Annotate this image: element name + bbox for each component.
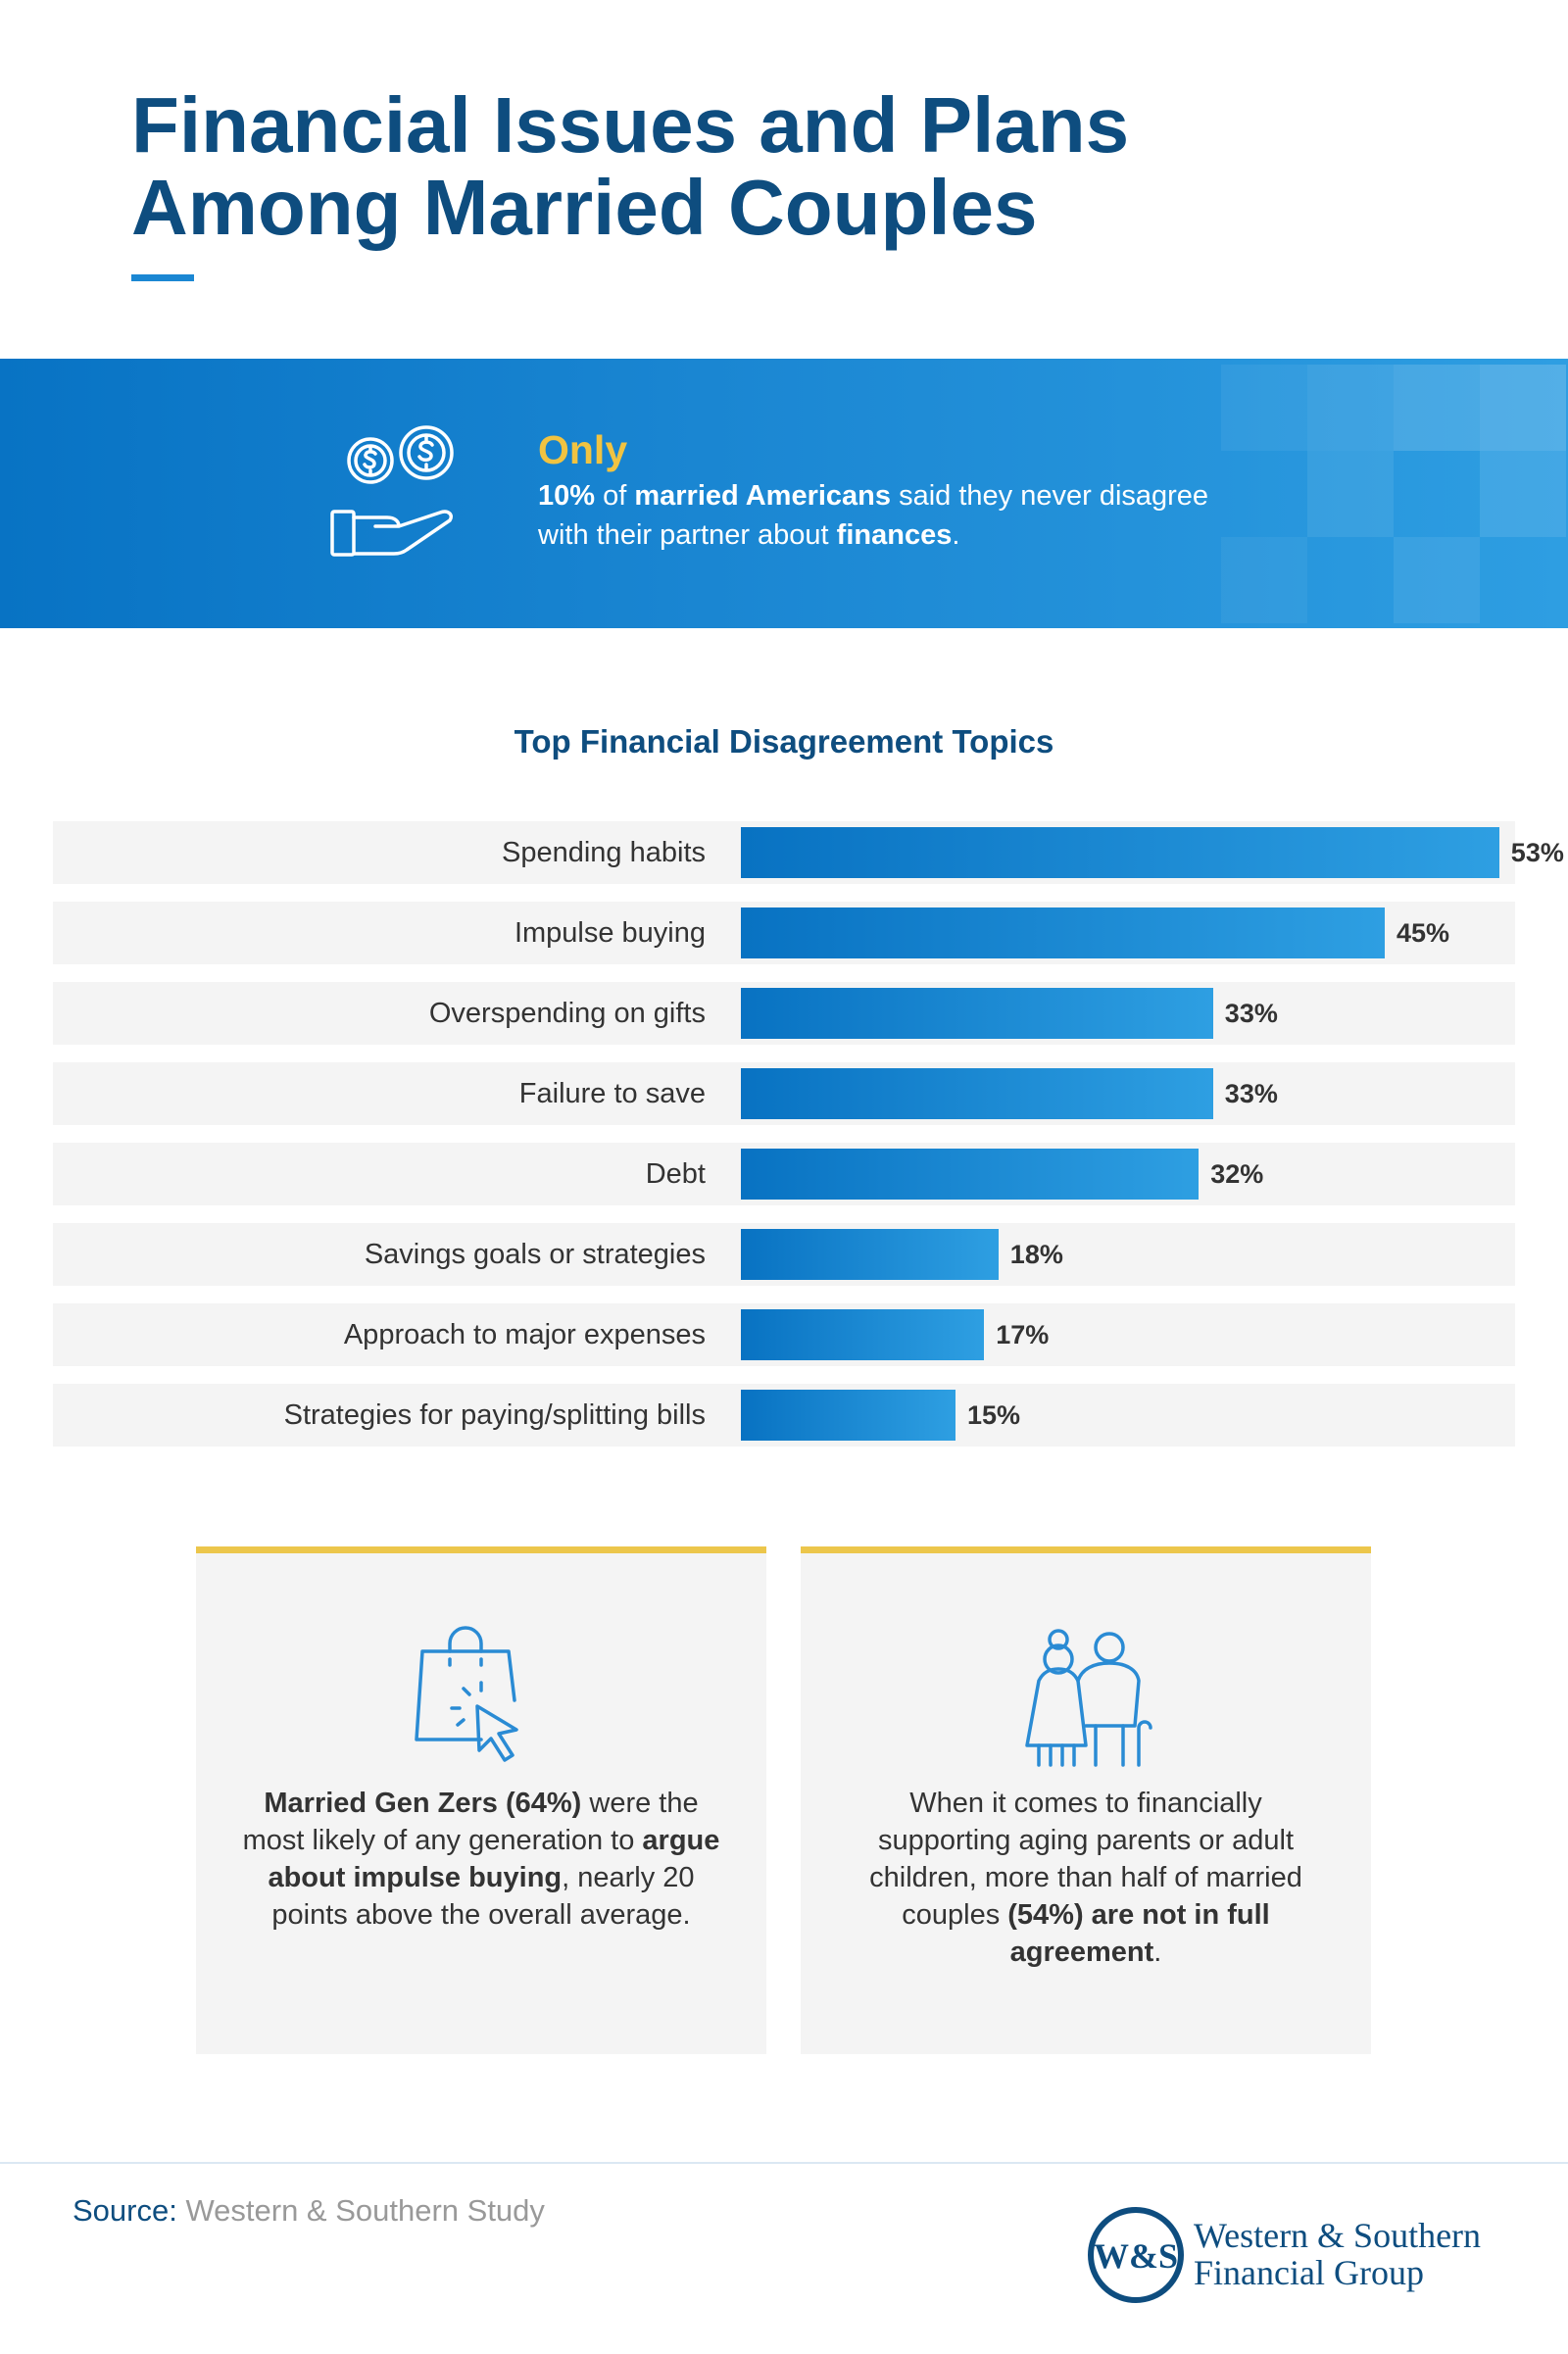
category-label: Strategies for paying/splitting bills	[283, 1399, 706, 1431]
chart-row: Failure to save 33%	[53, 1062, 1515, 1125]
banner-tile	[1480, 365, 1566, 451]
banner-text-1: of	[595, 480, 635, 512]
bar	[741, 1390, 956, 1441]
footer-divider	[0, 2162, 1568, 2164]
source-text: Western & Southern Study	[176, 2193, 545, 2228]
logo-monogram: W&S	[1094, 2236, 1178, 2276]
banner-tile	[1307, 451, 1394, 537]
value-label: 17%	[996, 1320, 1050, 1349]
title-line-1: Financial Issues and Plans	[131, 81, 1130, 169]
banner-emph-2: finances	[836, 519, 953, 551]
coins-hand-icon	[330, 425, 454, 557]
chart-row: Savings goals or strategies 18%	[53, 1223, 1515, 1286]
elderly-couple-icon	[1025, 1629, 1152, 1767]
bar	[741, 907, 1385, 958]
bar	[741, 1068, 1213, 1119]
gen-z-card: Married Gen Zers (64%) were the most lik…	[196, 1546, 766, 2054]
bar	[741, 1309, 985, 1360]
value-label: 15%	[967, 1400, 1021, 1430]
chart-title: Top Financial Disagreement Topics	[514, 723, 1054, 760]
gen-z-card-text: Married Gen Zers (64%) were the most lik…	[235, 1785, 727, 1934]
chart-row: Strategies for paying/splitting bills 15%	[53, 1384, 1515, 1447]
aging-emph-1: (54%) are not in full agreement	[1007, 1899, 1270, 1968]
gen-z-emph-2: argue about impulse buying	[268, 1825, 720, 1893]
banner-tile	[1480, 451, 1566, 537]
banner-tile	[1394, 365, 1480, 451]
category-label: Spending habits	[502, 837, 706, 868]
aging-text-2: .	[1153, 1937, 1162, 1968]
stat-banner: Only 10% of married Americans said they …	[0, 359, 1568, 628]
shopping-bag-click-icon	[415, 1626, 518, 1762]
bar	[741, 827, 1499, 878]
banner-text: Only 10% of married Americans said they …	[538, 427, 1224, 555]
company-logo: W&S	[1088, 2207, 1184, 2303]
bar	[741, 1229, 999, 1280]
aging-parents-card: When it comes to financially supporting …	[801, 1546, 1371, 2054]
source-note: Source: Western & Southern Study	[73, 2193, 545, 2229]
logo-wordmark: Western & Southern Financial Group	[1194, 2217, 1546, 2291]
category-label: Debt	[645, 1158, 706, 1190]
banner-tile	[1307, 365, 1394, 451]
gen-z-emph-1: Married Gen Zers (64%)	[264, 1788, 582, 1819]
banner-text-2: said they never disagree with their part…	[538, 480, 1209, 551]
banner-tile	[1221, 537, 1307, 623]
aging-parents-card-text: When it comes to financially supporting …	[840, 1785, 1332, 1971]
banner-stat: 10%	[538, 480, 596, 512]
value-label: 33%	[1224, 999, 1278, 1028]
page-title: Financial Issues and Plans Among Married…	[131, 84, 1405, 249]
gen-z-text-1: were the most likely of any generation t…	[242, 1788, 699, 1856]
value-label: 32%	[1210, 1159, 1264, 1189]
chart-row: Debt 32%	[53, 1143, 1515, 1205]
source-label: Source:	[73, 2193, 177, 2228]
category-label: Failure to save	[518, 1078, 706, 1109]
banner-emph-1: married Americans	[634, 480, 892, 512]
category-label: Approach to major expenses	[343, 1319, 706, 1350]
category-label: Savings goals or strategies	[364, 1239, 706, 1270]
aging-text-1: When it comes to financially supporting …	[869, 1788, 1302, 1931]
category-label: Overspending on gifts	[428, 998, 706, 1029]
chart-row: Impulse buying 45%	[53, 902, 1515, 964]
banner-text-3: .	[952, 519, 960, 551]
value-label: 18%	[1009, 1240, 1063, 1269]
banner-tile	[1221, 365, 1307, 451]
banner-tile	[1394, 537, 1480, 623]
title-line-2: Among Married Couples	[131, 164, 1038, 251]
value-label: 53%	[1510, 838, 1564, 867]
banner-statement: 10% of married Americans said they never…	[538, 476, 1224, 555]
value-label: 33%	[1224, 1079, 1278, 1108]
logo-line-1: Western & Southern	[1194, 2216, 1482, 2255]
chart-row: Approach to major expenses 17%	[53, 1303, 1515, 1366]
title-underline	[131, 274, 194, 281]
value-label: 45%	[1396, 918, 1450, 948]
bar	[741, 988, 1213, 1039]
chart-row: Spending habits 53%	[53, 821, 1564, 884]
chart-row: Overspending on gifts 33%	[53, 982, 1515, 1045]
gen-z-text-2: , nearly 20 points above the overall ave…	[271, 1862, 695, 1931]
logo-line-2: Financial Group	[1194, 2253, 1424, 2292]
bar	[741, 1149, 1200, 1200]
category-label: Impulse buying	[514, 917, 706, 949]
banner-lead: Only	[538, 427, 628, 472]
